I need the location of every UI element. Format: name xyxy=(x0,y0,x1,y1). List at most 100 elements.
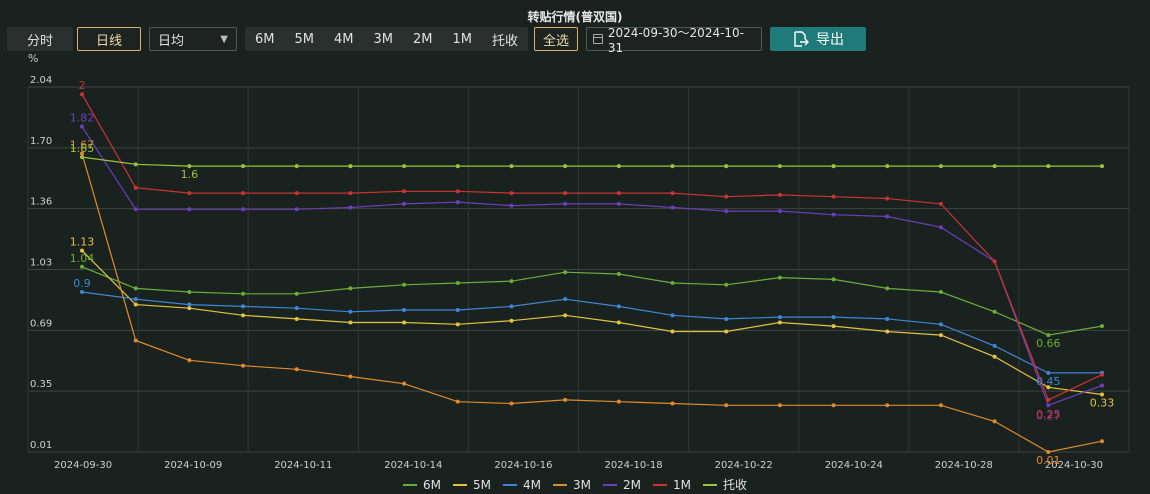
tab-collection[interactable]: 托收 xyxy=(482,27,529,51)
data-point xyxy=(294,316,299,321)
tab-3m[interactable]: 3M xyxy=(363,27,403,51)
tab-5m[interactable]: 5M xyxy=(284,27,324,51)
data-point xyxy=(938,333,943,338)
data-point xyxy=(187,191,192,196)
series-line-4M xyxy=(81,291,1102,374)
legend-item[interactable]: 托收 xyxy=(702,476,747,493)
data-point xyxy=(187,358,192,363)
daily-button[interactable]: 日线 xyxy=(77,27,141,51)
series-line-6M xyxy=(81,266,1103,336)
data-point xyxy=(80,92,84,97)
average-select-value: 日均 xyxy=(158,33,185,49)
data-point xyxy=(133,185,138,190)
average-select[interactable]: 日均 ▼ xyxy=(149,27,237,51)
x-tick-label: 2024-10-11 xyxy=(274,460,332,471)
x-tick-label: 2024-10-18 xyxy=(604,460,662,471)
legend-item[interactable]: 4M xyxy=(502,476,541,493)
legend-item[interactable]: 5M xyxy=(452,476,491,493)
data-label: 2 xyxy=(79,79,86,92)
data-point xyxy=(885,329,890,334)
data-point xyxy=(563,313,568,318)
legend-label: 4M xyxy=(522,477,541,492)
tab-1m[interactable]: 1M xyxy=(442,27,482,51)
date-range-picker[interactable]: 2024-09-30～2024-10-31 xyxy=(586,26,763,55)
data-point xyxy=(348,286,353,291)
data-point xyxy=(777,320,782,325)
data-point xyxy=(724,194,729,199)
data-point xyxy=(831,164,836,169)
x-tick-label: 2024-09-30 xyxy=(54,460,112,471)
data-point xyxy=(455,322,460,327)
data-point xyxy=(724,316,729,321)
data-point xyxy=(616,320,621,325)
data-point xyxy=(348,191,353,196)
data-point xyxy=(348,374,353,379)
export-button[interactable]: 导出 xyxy=(770,27,867,51)
series-line-3M xyxy=(81,153,1103,453)
data-point xyxy=(885,214,890,219)
data-point xyxy=(187,289,192,294)
data-point xyxy=(724,164,729,169)
data-point xyxy=(1100,392,1104,397)
legend-label: 6M xyxy=(422,477,441,492)
data-point xyxy=(1046,397,1051,402)
data-point xyxy=(1100,439,1104,444)
data-point xyxy=(455,189,460,194)
data-point xyxy=(241,191,246,196)
legend-swatch xyxy=(702,483,717,486)
data-point xyxy=(509,304,514,309)
export-icon xyxy=(794,31,810,47)
data-point xyxy=(992,354,997,359)
data-point xyxy=(563,270,568,275)
legend-item[interactable]: 3M xyxy=(552,476,591,493)
data-point xyxy=(80,124,84,129)
data-point xyxy=(1100,164,1104,169)
tab-6m[interactable]: 6M xyxy=(245,27,285,51)
data-point xyxy=(831,212,836,217)
data-label: 1.6 xyxy=(181,168,199,181)
data-point xyxy=(1046,403,1051,408)
data-point xyxy=(938,322,943,327)
legend-item[interactable]: 2M xyxy=(602,476,641,493)
legend-swatch xyxy=(602,483,617,486)
data-point xyxy=(885,196,890,201)
date-range-text: 2024-09-30～2024-10-31 xyxy=(607,25,745,55)
data-point xyxy=(294,367,299,372)
data-point xyxy=(455,399,460,404)
legend-item[interactable]: 6M xyxy=(402,476,441,493)
data-point xyxy=(938,403,943,408)
chart-legend: 6M 5M 4M 3M 2M 1M 托收 xyxy=(0,476,1150,493)
data-point xyxy=(1046,333,1051,338)
data-point xyxy=(1046,450,1051,454)
data-point xyxy=(80,264,84,269)
data-point xyxy=(455,200,460,205)
data-point xyxy=(616,201,621,206)
data-point xyxy=(348,320,353,325)
x-tick-label: 2024-10-14 xyxy=(384,460,442,471)
data-label: 0.66 xyxy=(1036,337,1061,350)
data-point xyxy=(1100,383,1104,388)
data-point xyxy=(1100,372,1104,377)
data-point xyxy=(563,397,568,402)
data-point xyxy=(992,343,997,348)
data-point xyxy=(294,207,299,212)
tab-2m[interactable]: 2M xyxy=(403,27,443,51)
x-tick-label: 2024-10-30 xyxy=(1045,460,1103,471)
x-tick-label: 2024-10-24 xyxy=(825,460,883,471)
data-point xyxy=(777,192,782,197)
tenor-tabs: 6M 5M 4M 3M 2M 1M 托收 xyxy=(245,27,529,51)
legend-swatch xyxy=(552,483,567,486)
data-point xyxy=(992,419,997,424)
legend-label: 5M xyxy=(472,477,491,492)
legend-swatch xyxy=(402,483,417,486)
data-point xyxy=(1046,370,1051,375)
intraday-button[interactable]: 分时 xyxy=(7,27,73,51)
select-all-button[interactable]: 全选 xyxy=(534,27,579,51)
tab-4m[interactable]: 4M xyxy=(324,27,364,51)
data-label: 1.82 xyxy=(70,112,95,125)
data-point xyxy=(241,313,246,318)
data-point xyxy=(1100,324,1104,329)
x-tick-label: 2024-10-16 xyxy=(494,460,552,471)
legend-item[interactable]: 1M xyxy=(652,476,691,493)
data-point xyxy=(831,194,836,199)
